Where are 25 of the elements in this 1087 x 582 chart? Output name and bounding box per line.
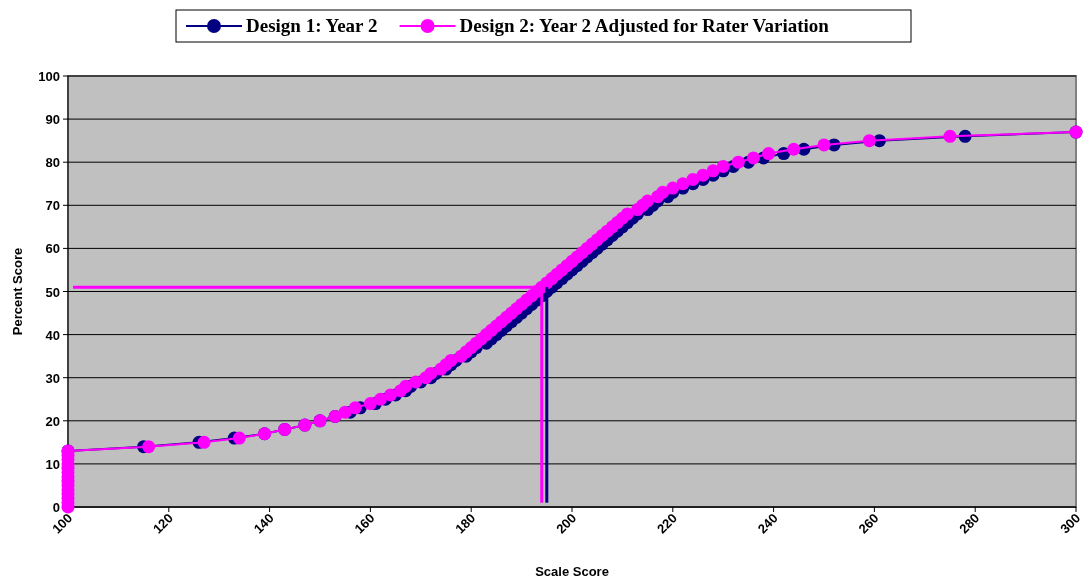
- y-tick-label: 30: [45, 370, 60, 386]
- x-tick-label: 300: [1057, 510, 1084, 537]
- x-axis-title: Scale Score: [535, 564, 609, 579]
- x-tick-label: 160: [351, 510, 378, 537]
- x-tick-label: 220: [653, 510, 680, 537]
- x-tick-label: 200: [553, 510, 580, 537]
- y-tick-label: 40: [45, 327, 60, 343]
- x-tick-label: 180: [452, 510, 479, 537]
- x-tick-label: 260: [855, 510, 882, 537]
- x-tick-label: 280: [956, 510, 983, 537]
- legend-label: Design 1: Year 2: [246, 15, 378, 36]
- y-tick-label: 50: [45, 284, 60, 300]
- y-tick-label: 80: [45, 155, 60, 171]
- x-tick-label: 140: [250, 510, 277, 537]
- y-axis-title: Percent Score: [10, 247, 25, 336]
- x-tick-label: 240: [754, 510, 781, 537]
- y-tick-label: 20: [45, 413, 60, 429]
- y-tick-label: 70: [45, 198, 60, 214]
- y-tick-label: 60: [45, 241, 60, 257]
- y-tick-label: 10: [45, 456, 60, 472]
- y-tick-label: 90: [45, 112, 60, 128]
- legend-label: Design 2: Year 2 Adjusted for Rater Variation: [459, 15, 830, 36]
- y-tick-label: 0: [52, 500, 60, 515]
- y-tick-label: 100: [38, 69, 60, 84]
- x-tick-label: 120: [149, 510, 176, 537]
